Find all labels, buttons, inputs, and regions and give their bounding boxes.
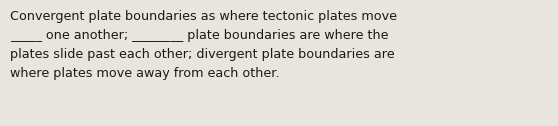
Text: where plates move away from each other.: where plates move away from each other. xyxy=(10,67,280,80)
Text: _____ one another; ________ plate boundaries are where the: _____ one another; ________ plate bounda… xyxy=(10,29,388,42)
Text: Convergent plate boundaries as where tectonic plates move: Convergent plate boundaries as where tec… xyxy=(10,10,397,23)
Text: plates slide past each other; divergent plate boundaries are: plates slide past each other; divergent … xyxy=(10,48,395,61)
